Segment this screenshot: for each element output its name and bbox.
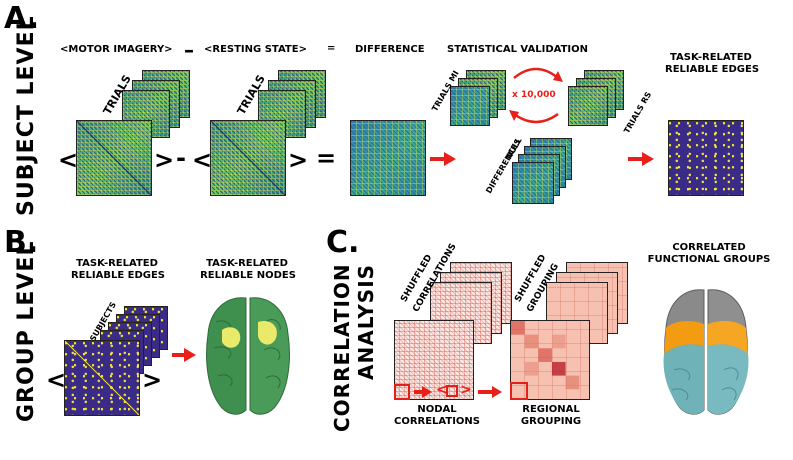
- nodal-label-2: CORRELATIONS: [393, 416, 481, 427]
- correlation-label: CORRELATION: [330, 263, 354, 432]
- op-minus: -: [176, 144, 186, 172]
- regional-label-2: GROUPING: [520, 416, 582, 427]
- header-difference: DIFFERENCE: [355, 44, 425, 55]
- right-arrow-icon: [430, 152, 456, 166]
- subject-level-label: SUBJECT LEVEL: [14, 15, 39, 216]
- null-diff-matrix-4: [512, 162, 554, 204]
- trials-rs-matrix-front: [568, 86, 608, 126]
- mini-matrix-icon: [446, 385, 458, 397]
- trials-mi-matrix-front: [450, 86, 490, 126]
- group-level-label: GROUP LEVEL: [14, 240, 39, 422]
- functional-label-2: FUNCTIONAL GROUPS: [647, 254, 771, 265]
- multiplier-label: x 10,000: [512, 90, 556, 100]
- regional-grouping-matrix: [510, 320, 590, 400]
- curved-arrow-icon: [509, 67, 563, 124]
- panel-a-letter: A.: [4, 1, 40, 36]
- motor-bracket-right: >: [154, 146, 175, 174]
- op-equals: =: [316, 144, 337, 172]
- trials-rs-label: TRIALS RS: [622, 90, 654, 135]
- header-minus: –: [184, 38, 194, 62]
- motor-bracket-left: <: [58, 146, 79, 174]
- rest-bracket-left: <: [192, 146, 213, 174]
- regional-label-1: REGIONAL: [522, 404, 580, 415]
- header-resting-state: <RESTING STATE>: [204, 44, 307, 55]
- header-reliable-edges-2: RELIABLE EDGES: [665, 64, 760, 75]
- brain-reliable-nodes: [206, 297, 290, 415]
- panel-c-letter: C.: [326, 225, 360, 260]
- group-edges-label-2: RELIABLE EDGES: [70, 270, 166, 281]
- right-arrow-icon: [478, 386, 502, 398]
- right-arrow-icon: [628, 152, 654, 166]
- mini-bracket-left: <: [436, 382, 448, 398]
- group-bracket-right: >: [142, 366, 163, 394]
- mini-bracket-right: >: [460, 382, 472, 398]
- right-arrow-icon: [414, 386, 432, 398]
- analysis-label: ANALYSIS: [354, 263, 378, 380]
- regional-selection-box: [510, 382, 528, 400]
- panel-b-letter: B.: [4, 225, 39, 260]
- group-nodes-label-1: TASK-RELATED: [206, 258, 288, 269]
- nodal-selection-box: [394, 384, 410, 400]
- reliable-edges-matrix: [668, 120, 744, 196]
- rest-bracket-right: >: [288, 146, 309, 174]
- header-reliable-edges-1: TASK-RELATED: [670, 52, 752, 63]
- header-equals: =: [327, 43, 336, 54]
- group-bracket-left: <: [46, 366, 67, 394]
- functional-label-1: CORRELATED: [672, 242, 746, 253]
- header-statistical-validation: STATISTICAL VALIDATION: [447, 44, 588, 55]
- brain-functional-groups: [663, 289, 749, 415]
- group-edge-matrix: [64, 340, 140, 416]
- right-arrow-icon: [172, 348, 196, 362]
- header-motor-imagery: <MOTOR IMAGERY>: [60, 44, 173, 55]
- group-edges-label-1: TASK-RELATED: [76, 258, 158, 269]
- nodal-label-1: NODAL: [417, 404, 457, 415]
- motor-average-matrix: [76, 120, 152, 196]
- group-nodes-label-2: RELIABLE NODES: [200, 270, 296, 281]
- difference-matrix: [350, 120, 426, 196]
- rest-average-matrix: [210, 120, 286, 196]
